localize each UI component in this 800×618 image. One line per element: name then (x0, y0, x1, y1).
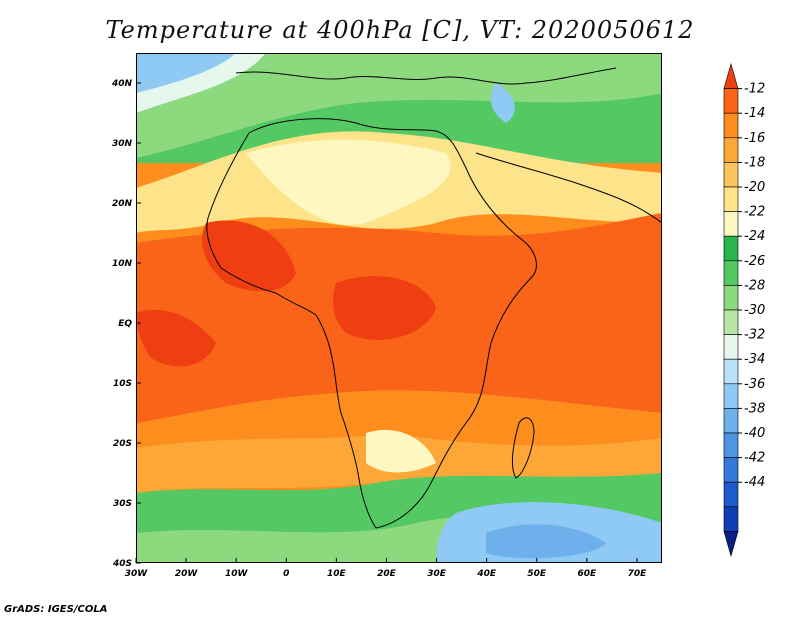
colorbar-swatch (724, 89, 738, 114)
lon-tick-label: 20E (377, 569, 397, 579)
credit-footer: GrADS: IGES/COLA (4, 604, 107, 615)
colorbar-level-label: -30 (744, 303, 765, 318)
colorbar-swatch (724, 507, 738, 532)
colorbar-level-label: -38 (744, 401, 765, 416)
lat-tick-label: EQ (118, 319, 132, 329)
lat-tick-label: 30S (113, 499, 132, 509)
map-title: Temperature at 400hPa [C], VT: 202005061… (0, 16, 800, 44)
lat-tick-label: 40N (111, 79, 133, 89)
colorbar-swatch (724, 359, 738, 384)
lon-tick-label: 30E (427, 569, 447, 579)
lat-tick-label: 10N (112, 259, 133, 269)
lon-tick-label: 70E (628, 569, 648, 579)
colorbar-swatch (724, 384, 738, 409)
colorbar-level-label: -12 (744, 82, 765, 97)
lat-tick-label: 40S (112, 559, 132, 569)
lon-tick-label: 30W (125, 569, 149, 579)
colorbar-level-label: -18 (744, 155, 765, 170)
colorbar-swatch (724, 212, 738, 237)
lon-tick-label: 40E (476, 569, 497, 579)
lon-tick-label: 10E (327, 569, 347, 579)
colorbar-swatch (724, 408, 738, 433)
colorbar-swatch (724, 187, 738, 212)
colorbar-level-label: -36 (744, 377, 765, 392)
lon-tick-label: 20W (175, 569, 199, 579)
colorbar-level-label: -22 (744, 205, 765, 220)
colorbar-level-label: -44 (744, 475, 765, 490)
colorbar-level-label: -40 (744, 426, 765, 441)
lon-tick-label: 10W (225, 569, 249, 579)
lon-tick-label: 50E (527, 569, 547, 579)
colorbar: -12 -14 -16 -18 -20 -22 -24 -26 -28 -30 -32 -34 -36 -… (720, 60, 800, 560)
colorbar-swatch (724, 113, 738, 138)
colorbar-swatch (724, 310, 738, 335)
colorbar-swatch (724, 261, 738, 286)
colorbar-swatch (724, 138, 738, 163)
lat-tick-label: 30N (112, 139, 133, 149)
colorbar-level-label: -16 (744, 131, 765, 146)
colorbar-swatch (724, 335, 738, 360)
colorbar-level-label: -14 (744, 106, 765, 121)
colorbar-level-label: -24 (744, 229, 765, 244)
colorbar-swatch (724, 236, 738, 261)
lat-tick-label: 10S (113, 379, 132, 389)
colorbar-level-label: -34 (744, 352, 765, 367)
lon-tick-label: 60E (578, 569, 598, 579)
lat-tick-label: 20S (113, 439, 132, 449)
colorbar-swatch (724, 458, 738, 483)
colorbar-swatch (724, 285, 738, 310)
colorbar-level-label: -26 (744, 254, 765, 269)
colorbar-level-label: -20 (744, 180, 765, 195)
colorbar-swatch (724, 162, 738, 187)
colorbar-swatch (724, 482, 738, 507)
colorbar-level-label: -32 (744, 328, 765, 343)
colorbar-top-arrow (724, 64, 738, 89)
colorbar-level-label: -42 (744, 451, 765, 466)
colorbar-level-label: -28 (744, 278, 765, 293)
lon-tick-label: 0 (283, 569, 289, 579)
temperature-map (136, 53, 662, 563)
colorbar-bottom-arrow (724, 531, 738, 556)
colorbar-swatch (724, 433, 738, 458)
lat-tick-label: 20N (112, 199, 133, 209)
